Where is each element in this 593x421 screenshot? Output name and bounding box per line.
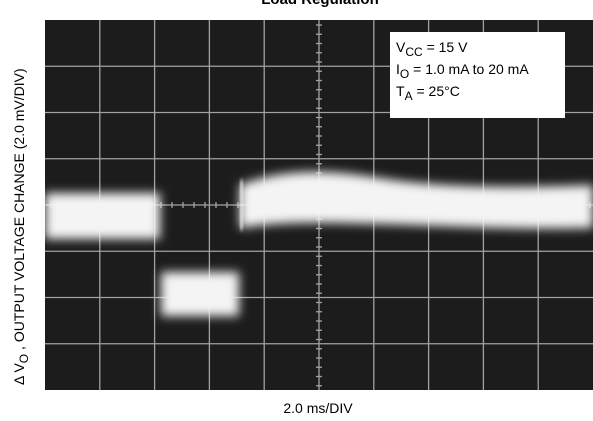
y-label: Δ VO , OUTPUT VOLTAGE CHANGE (2.0 mV/DIV… <box>11 68 31 385</box>
title: Load Regulation <box>261 0 379 8</box>
trace <box>45 171 593 316</box>
legend-rest: = 15 V <box>423 39 468 55</box>
legend-rest: = 1.0 mA to 20 mA <box>409 61 529 77</box>
legend-line: IO = 1.0 mA to 20 mA <box>396 61 529 81</box>
legend-line: TA = 25°C <box>396 83 460 103</box>
y-label-text: Δ VO , OUTPUT VOLTAGE CHANGE (2.0 mV/DIV… <box>11 68 31 385</box>
legend-main: V <box>396 39 406 55</box>
legend-rest: = 25°C <box>413 83 460 99</box>
y-label-sub: O <box>17 354 31 363</box>
legend-sub: A <box>405 89 413 103</box>
legend-main: I <box>396 61 400 77</box>
legend-line: VCC = 15 V <box>396 39 468 59</box>
trace-edge <box>240 180 243 230</box>
legend-sub: O <box>400 67 409 81</box>
y-label-main: Δ V <box>11 363 27 385</box>
legend-sub: CC <box>405 45 423 59</box>
x-label: 2.0 ms/DIV <box>283 400 353 416</box>
legend-main: T <box>396 83 405 99</box>
legend-box <box>390 32 565 118</box>
y-label-rest: , OUTPUT VOLTAGE CHANGE (2.0 mV/DIV) <box>11 68 27 354</box>
